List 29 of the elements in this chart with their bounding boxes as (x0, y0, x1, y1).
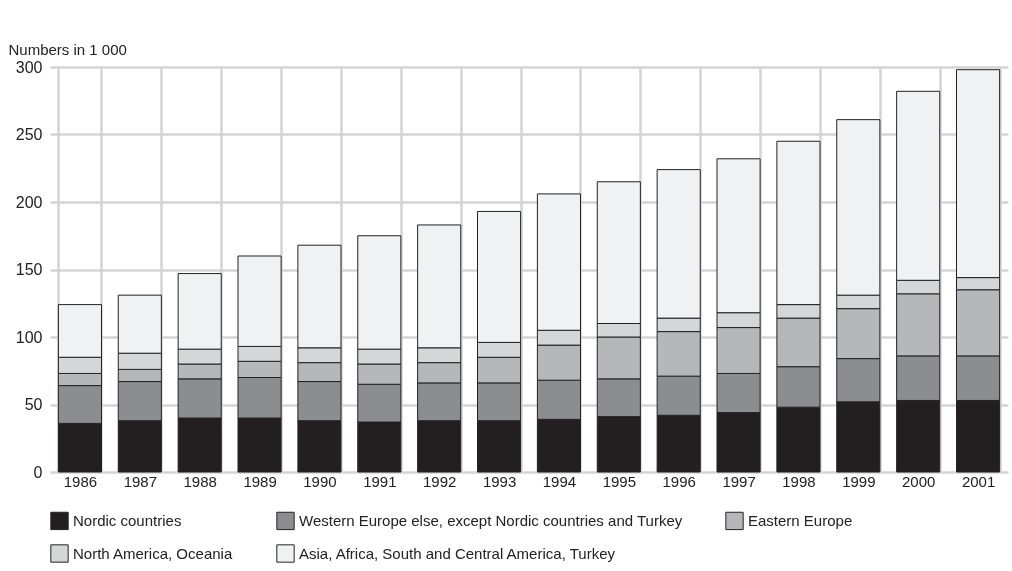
x-tick-label: 2000 (902, 472, 936, 490)
x-tick-label: 2001 (961, 472, 996, 490)
x-tick-label: 1998 (782, 472, 816, 490)
y-tick-label: 150 (15, 261, 43, 278)
x-tick-label: 1999 (842, 472, 876, 490)
x-tick-label: 1993 (482, 472, 517, 490)
y-tick-label: 100 (15, 328, 43, 346)
x-tick-label: 1989 (243, 472, 277, 490)
y-tick-label: 300 (15, 58, 43, 76)
legend-label: Eastern Europe (748, 511, 853, 529)
x-tick-label: 1990 (303, 472, 337, 490)
x-tick-label: 1995 (602, 472, 636, 490)
x-tick-label: 1987 (123, 472, 157, 490)
x-tick-label: 1991 (363, 472, 397, 490)
x-tick-label: 1986 (63, 472, 98, 490)
x-tick-label: 1988 (183, 472, 217, 490)
legend-label: Nordic countries (73, 511, 182, 529)
y-tick-label: 250 (15, 126, 43, 143)
legend-label: Asia, Africa, South and Central America, Turkey (299, 544, 616, 562)
x-tick-label: 1996 (662, 472, 696, 490)
y-tick-label: 50 (24, 396, 43, 413)
y-tick-label: 200 (15, 193, 43, 211)
x-tick-label: 1994 (542, 472, 577, 490)
legend-label: North America, Oceania (73, 544, 233, 562)
x-tick-label: 1992 (423, 472, 457, 490)
y-tick-label: 0 (33, 463, 43, 481)
x-tick-label: 1997 (722, 472, 756, 490)
legend-label: Western Europe else, except Nordic countries and Turkey (299, 511, 683, 529)
y-axis-title: Numbers in 1 000 (8, 40, 127, 58)
